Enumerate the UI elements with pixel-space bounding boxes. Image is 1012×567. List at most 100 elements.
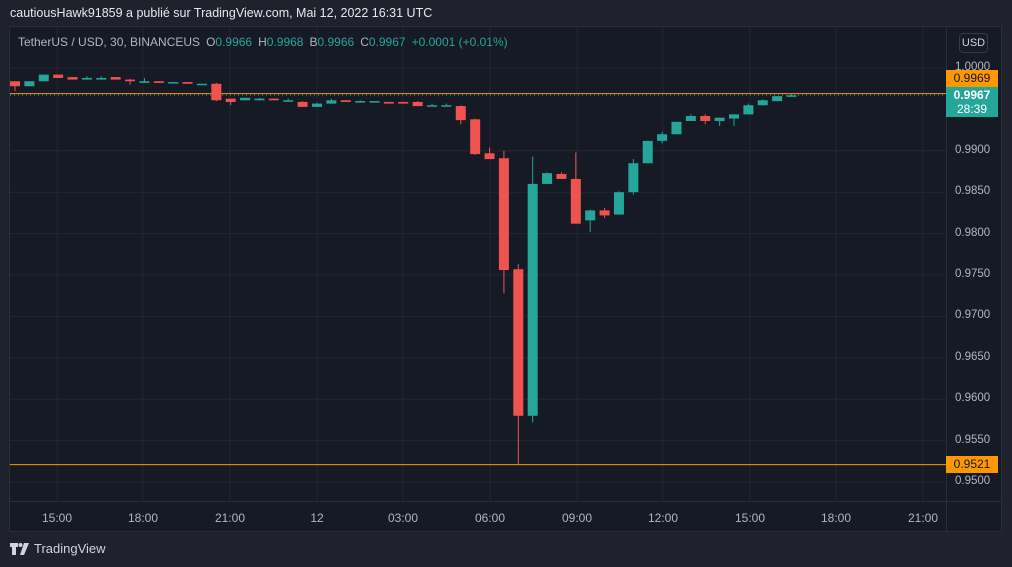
price-tick-label: 0.9600 [955, 392, 991, 405]
candle [470, 118, 481, 155]
candle [355, 100, 366, 103]
candle [110, 77, 121, 80]
candle [340, 100, 351, 102]
candle [125, 78, 136, 85]
candle [268, 98, 279, 101]
candle [786, 94, 797, 97]
time-tick-label: 18:00 [820, 511, 852, 525]
close-value: 0.9967 [368, 35, 406, 49]
brand-name: TradingView [34, 541, 106, 556]
candle [570, 152, 581, 224]
candle [700, 114, 711, 125]
close-label: C [360, 35, 369, 49]
candle [628, 159, 639, 195]
candle [642, 140, 653, 164]
low-label: B [309, 35, 318, 49]
price-tick-label: 0.9800 [955, 226, 991, 239]
candle [441, 103, 452, 107]
price-tick-label: 0.9700 [955, 309, 991, 322]
time-tick-label: 09:00 [561, 511, 593, 525]
price-tick-label: 0.9750 [955, 268, 991, 280]
candle [24, 81, 35, 87]
candle [211, 82, 222, 102]
candle [311, 102, 322, 107]
candlestick-chart [10, 27, 946, 501]
candle [153, 81, 164, 83]
candle [685, 114, 696, 121]
time-tick-label: 12 [310, 511, 324, 525]
candle [383, 101, 394, 104]
price-tick-label: 0.9550 [955, 433, 991, 446]
currency-button[interactable]: USD [959, 33, 988, 53]
last-price-tag: 0.9967 28:39 [946, 87, 998, 117]
candle [81, 76, 92, 80]
candle [657, 131, 668, 144]
candle [38, 74, 49, 82]
candle [757, 99, 768, 106]
candle [398, 101, 409, 104]
candle [585, 209, 596, 232]
last-price: 0.9967 [953, 88, 991, 102]
time-tick-label: 03:00 [387, 511, 419, 525]
candle [599, 207, 610, 218]
symbol-legend: TetherUS / USD, 30, BINANCEUS O0.9966 H0.9… [18, 35, 508, 49]
candle [455, 105, 466, 125]
time-tick-label: 21:00 [907, 511, 939, 525]
candle [513, 264, 524, 465]
open-value: 0.9966 [215, 35, 253, 49]
candle [427, 103, 438, 107]
candle [182, 82, 193, 84]
price-tick-label: 0.9850 [955, 185, 991, 198]
candle [96, 76, 107, 80]
candle [240, 97, 251, 101]
alert-high-tag: 0.9969 [946, 70, 998, 87]
candle [196, 83, 207, 86]
axis-corner [946, 501, 1002, 532]
high-value: 0.9968 [266, 35, 304, 49]
candle [168, 82, 179, 84]
candle [498, 150, 509, 294]
tradingview-brand: TradingView [10, 541, 106, 556]
open-label: O [206, 35, 216, 49]
candle [10, 81, 20, 92]
candle [613, 191, 624, 215]
symbol-title[interactable]: TetherUS / USD, 30, BINANCEUS [18, 35, 201, 49]
time-tick-label: 15:00 [734, 511, 766, 525]
alert-low-tag: 0.9521 [946, 456, 998, 473]
candle [225, 98, 236, 106]
time-axis[interactable] [10, 501, 946, 532]
low-value: 0.9966 [317, 35, 355, 49]
candle [729, 114, 739, 126]
price-tick-label: 0.9900 [955, 143, 991, 156]
time-tick-label: 15:00 [41, 511, 73, 525]
tradingview-logo-icon [10, 542, 29, 555]
candle [254, 97, 265, 101]
candle [67, 77, 78, 80]
price-tick-label: 0.9650 [955, 350, 991, 363]
time-tick-label: 18:00 [127, 511, 159, 525]
candle [283, 98, 294, 102]
candle [743, 103, 754, 115]
candle [556, 172, 567, 179]
candle [326, 98, 337, 104]
published-by-line: cautiousHawk91859 a publié sur TradingVi… [10, 6, 433, 20]
candle [772, 96, 783, 102]
candle [527, 156, 538, 423]
candle [297, 101, 308, 107]
price-tick-label: 0.9500 [955, 475, 991, 487]
price-axis[interactable] [946, 27, 1002, 501]
bar-countdown: 28:39 [956, 102, 988, 116]
candle [139, 77, 150, 83]
candle [412, 101, 423, 107]
candle [53, 74, 64, 78]
candle [369, 101, 380, 103]
chart-plot-area[interactable] [10, 27, 946, 501]
time-tick-label: 12:00 [647, 511, 679, 525]
candle [542, 172, 553, 184]
candle [714, 117, 725, 126]
candle [671, 121, 682, 135]
time-tick-label: 21:00 [214, 511, 246, 525]
change-value: +0.0001 (+0.01%) [411, 35, 508, 49]
time-tick-label: 06:00 [474, 511, 506, 525]
candle [484, 147, 495, 160]
